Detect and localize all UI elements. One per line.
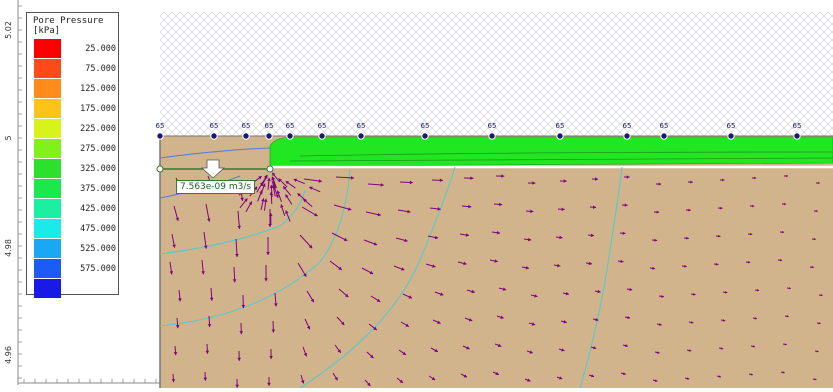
boundary-head-marker[interactable]	[557, 133, 563, 139]
legend-entry: 575.000	[34, 263, 116, 275]
boundary-head-label: 65	[727, 122, 736, 130]
legend-value: 475.000	[80, 223, 116, 235]
legend-value: 425.000	[80, 203, 116, 215]
legend-entry: 125.000	[34, 83, 116, 95]
y-tick-label: 4.98	[4, 239, 13, 257]
legend-value: 275.000	[80, 143, 116, 155]
boundary-head-label: 65	[156, 122, 165, 130]
legend-entry: 25.000	[34, 43, 116, 55]
boundary-head-label: 65	[357, 122, 366, 130]
legend-swatch	[34, 199, 61, 218]
legend-swatch	[34, 259, 61, 278]
legend-swatch	[34, 139, 61, 158]
legend-value: 325.000	[80, 163, 116, 175]
legend-title: Pore Pressure [kPa]	[33, 16, 103, 36]
boundary-head-label: 65	[421, 122, 430, 130]
boundary-head-label: 65	[556, 122, 565, 130]
legend-swatch	[34, 179, 61, 198]
boundary-head-marker[interactable]	[358, 133, 364, 139]
legend-value: 75.000	[85, 63, 116, 75]
legend-swatch	[34, 39, 61, 58]
legend-swatch	[34, 99, 61, 118]
boundary-head-label: 65	[793, 122, 802, 130]
boundary-head-label: 65	[265, 122, 274, 130]
legend-entry: 425.000	[34, 203, 116, 215]
legend-swatch	[34, 239, 61, 258]
boundary-head-marker[interactable]	[319, 133, 325, 139]
boundary-head-marker[interactable]	[624, 133, 630, 139]
legend-swatch	[34, 79, 61, 98]
legend-value: 575.000	[80, 263, 116, 275]
legend-value: 125.000	[80, 83, 116, 95]
legend-entry: 225.000	[34, 123, 116, 135]
boundary-head-marker[interactable]	[794, 133, 800, 139]
legend-value: 525.000	[80, 243, 116, 255]
legend-entry: 275.000	[34, 143, 116, 155]
legend-value: 25.000	[85, 43, 116, 55]
boundary-head-marker[interactable]	[243, 133, 249, 139]
legend-entry: 525.000	[34, 243, 116, 255]
legend-entry: 175.000	[34, 103, 116, 115]
legend[interactable]: Pore Pressure [kPa] 25.000 75.000 125.000 1…	[26, 12, 119, 295]
legend-swatch	[34, 159, 61, 178]
legend-entry	[34, 283, 116, 295]
boundary-head-marker[interactable]	[422, 133, 428, 139]
boundary-head-label: 65	[623, 122, 632, 130]
boundary-head-label: 65	[318, 122, 327, 130]
y-tick-label: 5.02	[4, 21, 13, 39]
legend-swatch	[34, 279, 61, 298]
excavation-hatch-region	[160, 12, 833, 136]
legend-entry: 75.000	[34, 63, 116, 75]
y-tick-label: 5	[4, 135, 13, 140]
boundary-head-label: 65	[286, 122, 295, 130]
boundary-head-marker[interactable]	[287, 133, 293, 139]
boundary-head-marker[interactable]	[157, 133, 163, 139]
boundary-head-label: 65	[210, 122, 219, 130]
boundary-head-marker[interactable]	[728, 133, 734, 139]
legend-value: 225.000	[80, 123, 116, 135]
boundary-head-label: 65	[488, 122, 497, 130]
legend-entry: 375.000	[34, 183, 116, 195]
legend-entry: 325.000	[34, 163, 116, 175]
boundary-head-marker[interactable]	[489, 133, 495, 139]
legend-value: 175.000	[80, 103, 116, 115]
boundary-head-marker[interactable]	[211, 133, 217, 139]
legend-swatch	[34, 119, 61, 138]
boundary-head-label: 65	[660, 122, 669, 130]
boundary-head-marker[interactable]	[661, 133, 667, 139]
legend-swatch	[34, 219, 61, 238]
y-tick-label: 4.96	[4, 346, 13, 364]
seepage-zone	[270, 137, 833, 166]
boundary-head-label: 65	[242, 122, 251, 130]
flux-label: 7.563e-09 m3/s	[176, 180, 255, 194]
boundary-head-marker[interactable]	[266, 133, 272, 139]
legend-swatch	[34, 59, 61, 78]
legend-value: 375.000	[80, 183, 116, 195]
legend-entry: 475.000	[34, 223, 116, 235]
